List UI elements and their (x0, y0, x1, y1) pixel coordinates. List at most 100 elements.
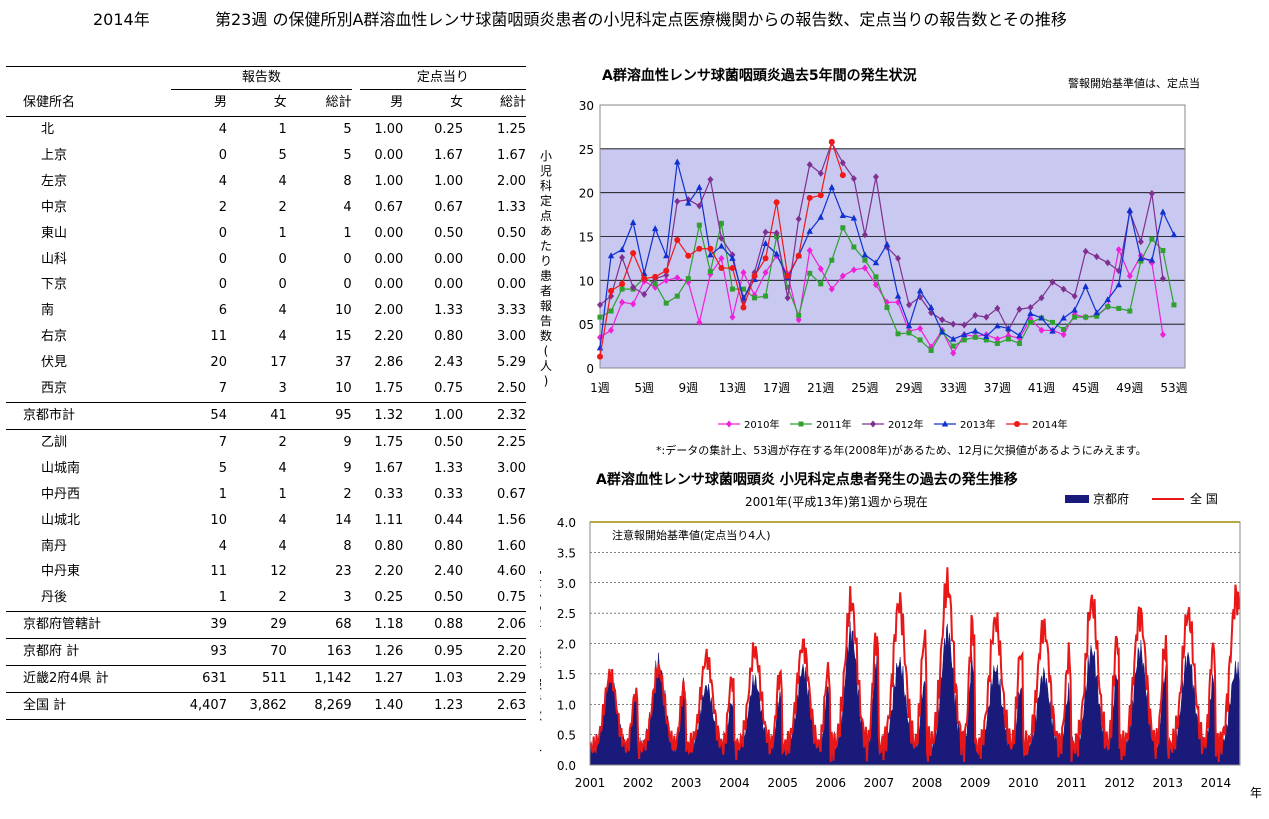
data-point (674, 274, 681, 282)
cell-value: 7 (218, 434, 227, 450)
legend-marker (870, 420, 876, 428)
data-point (619, 298, 626, 306)
data-point (1027, 310, 1034, 317)
cell-value: 1.11 (374, 512, 404, 528)
cell-value: 8,269 (314, 697, 352, 713)
y-tick-label: 05 (579, 318, 594, 332)
col-header-total: 総計 (325, 95, 352, 110)
x-tick-label: 2004 (719, 776, 750, 790)
x-tick-label: 2008 (912, 776, 943, 790)
page-header: 2014年 第23週 の保健所別A群溶血性レンサ球菌咽頭炎患者の小児科定点医療機… (0, 4, 1269, 29)
y-tick-label: 0.5 (557, 729, 576, 743)
data-point (597, 301, 603, 309)
data-point (1049, 278, 1056, 286)
data-point (1038, 294, 1045, 302)
col-header-name: 保健所名 (23, 94, 76, 110)
data-point (1126, 272, 1133, 280)
data-point (696, 202, 703, 210)
cell-value: 0.00 (497, 251, 526, 267)
data-point (1072, 314, 1078, 320)
cell-value: 17 (270, 355, 287, 371)
x-tick-label: 2001 (575, 776, 606, 790)
group-header-per-site: 定点当り (359, 66, 526, 90)
table-row: 中丹西 1 1 2 0.33 0.33 0.67 (6, 482, 526, 508)
data-point (1027, 319, 1033, 325)
x-tick-label: 13週 (719, 381, 746, 395)
cell-value: 11 (210, 329, 227, 345)
table-row: 山科 0 0 0 0.00 0.00 0.00 (6, 247, 526, 273)
cell-value: 1.32 (374, 407, 404, 423)
cell-value: 0.44 (434, 512, 464, 528)
data-point (829, 257, 835, 263)
y-tick-label: 0 (586, 362, 594, 376)
legend-label: 2011年 (816, 418, 851, 431)
data-point (785, 284, 791, 290)
cell-value: 4 (278, 173, 287, 189)
data-point (806, 161, 813, 169)
data-point (1137, 254, 1145, 261)
data-point (961, 331, 968, 338)
cell-value: 2.29 (497, 671, 526, 687)
data-point (740, 268, 747, 276)
table-row: 上京 0 5 5 0.00 1.67 1.67 (6, 143, 526, 169)
data-point (696, 245, 703, 252)
legend-swatch (1065, 495, 1089, 503)
cell-value: 8 (343, 173, 352, 189)
data-point (663, 276, 670, 284)
data-point (1126, 206, 1134, 213)
cell-value: 1.75 (374, 381, 404, 397)
table-row: 伏見 20 17 37 2.86 2.43 5.29 (6, 350, 526, 376)
data-point (652, 273, 659, 280)
legend-label: 2012年 (888, 418, 923, 431)
x-tick-label: 17週 (763, 381, 790, 395)
data-point (663, 271, 670, 279)
data-point (817, 192, 824, 199)
data-point (663, 252, 670, 259)
cell-value: 6 (218, 303, 227, 319)
data-point (1082, 282, 1089, 289)
data-point (839, 172, 846, 179)
data-point (1137, 238, 1144, 246)
cell-office-name: 山城南 (41, 460, 81, 476)
data-point (718, 234, 725, 242)
data-point (917, 337, 923, 343)
data-point (607, 252, 615, 259)
cell-value: 12 (270, 564, 287, 580)
table-row: 乙訓 7 2 9 1.75 0.50 2.25 (6, 429, 526, 455)
cell-office-name: 東山 (41, 225, 68, 241)
cell-value: 1.27 (374, 671, 404, 687)
cell-office-name: 京都府管轄計 (23, 617, 102, 633)
data-point (916, 287, 924, 294)
cell-value: 0 (343, 251, 352, 267)
cell-value: 1.33 (497, 199, 526, 215)
data-point (707, 176, 714, 184)
chart-subtitle: 2001年(平成13年)第1週から現在 (745, 495, 928, 509)
cell-value: 2.32 (497, 407, 526, 423)
data-point (630, 250, 637, 257)
data-point (1148, 190, 1155, 198)
data-point (1082, 247, 1089, 255)
data-point (729, 313, 736, 321)
data-point (1061, 326, 1067, 332)
table-row: 西京 7 3 10 1.75 0.75 2.50 (6, 376, 526, 403)
ylabel-char: 定 (540, 193, 552, 208)
data-point (839, 159, 846, 167)
cell-value: 1.33 (434, 303, 464, 319)
data-point (729, 265, 736, 272)
plot-border (589, 521, 1241, 766)
y-tick-label: 25 (579, 143, 594, 157)
cell-value: 5 (343, 147, 352, 163)
cell-value: 0.00 (374, 225, 404, 241)
cell-value: 0.80 (374, 538, 404, 554)
x-tick-label: 49週 (1116, 381, 1143, 395)
x-tick-label: 2009 (960, 776, 991, 790)
table-row: 南丹 4 4 8 0.80 0.80 1.60 (6, 534, 526, 560)
data-point (685, 199, 692, 206)
data-point (1159, 275, 1166, 283)
data-point (762, 268, 769, 276)
cell-value: 2.86 (374, 355, 404, 371)
data-point (1105, 304, 1111, 310)
cell-value: 0.33 (434, 486, 464, 502)
cell-value: 511 (261, 671, 287, 687)
data-point (674, 158, 681, 165)
